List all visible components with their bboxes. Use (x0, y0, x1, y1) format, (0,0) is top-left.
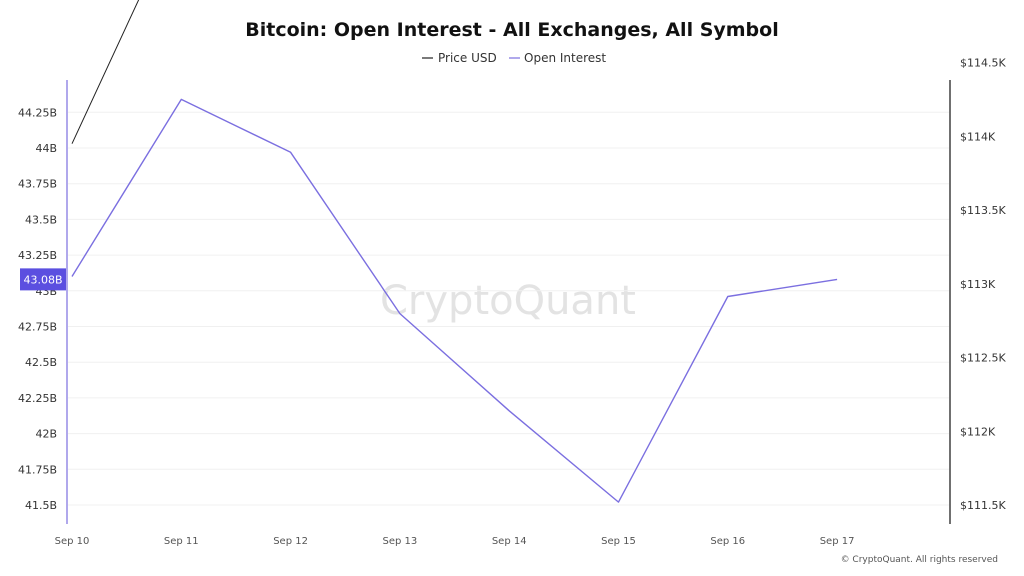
left-tick-label: 41.5B (25, 499, 57, 512)
legend-label-open-interest: Open Interest (524, 51, 606, 65)
open-interest-point[interactable] (289, 151, 291, 153)
x-tick-label: Sep 14 (492, 536, 527, 547)
right-axis-ticks: $111.5K $112K $112.5K $113K $113.5K $114K $114… (960, 57, 1006, 512)
x-tick-label: Sep 17 (820, 536, 855, 547)
left-current-value-badge (20, 268, 66, 291)
x-tick-label: Sep 10 (55, 536, 90, 547)
left-tick-label: 44.25B (18, 106, 57, 119)
left-tick-label: 42B (35, 428, 57, 441)
legend: Price USD Open Interest (422, 51, 606, 65)
open-interest-point[interactable] (836, 278, 838, 280)
right-tick-label: $113.5K (960, 204, 1006, 217)
left-tick-label: 42.5B (25, 356, 57, 369)
current-value-badges: 43.08B$117K (20, 268, 66, 291)
left-tick-label: 42.25B (18, 392, 57, 405)
price-point[interactable] (71, 143, 73, 145)
gridlines (68, 111, 949, 506)
right-tick-label: $112K (960, 425, 996, 438)
legend-item-price[interactable]: Price USD (422, 51, 497, 65)
left-tick-label: 41.75B (18, 463, 57, 476)
right-tick-label: $111.5K (960, 499, 1006, 512)
legend-label-price: Price USD (438, 51, 497, 65)
open-interest-point[interactable] (617, 501, 619, 503)
x-tick-label: Sep 11 (164, 536, 199, 547)
open-interest-point[interactable] (180, 98, 182, 100)
chart-title: Bitcoin: Open Interest - All Exchanges, … (245, 19, 778, 41)
left-tick-label: 43.75B (18, 178, 57, 191)
copyright-text: © CryptoQuant. All rights reserved (841, 555, 998, 565)
open-interest-point[interactable] (727, 295, 729, 297)
open-interest-point[interactable] (399, 312, 401, 314)
open-interest-point[interactable] (71, 275, 73, 277)
left-current-value-label: 43.08B (23, 273, 62, 286)
x-tick-label: Sep 16 (710, 536, 745, 547)
right-tick-label: $114.5K (960, 57, 1006, 70)
x-tick-label: Sep 15 (601, 536, 636, 547)
legend-item-open-interest[interactable]: Open Interest (509, 51, 606, 65)
series-lines (71, 0, 838, 503)
watermark: CryptoQuant (380, 278, 636, 324)
left-tick-label: 44B (35, 142, 57, 155)
right-tick-label: $112.5K (960, 352, 1006, 365)
x-axis-ticks: Sep 10 Sep 11 Sep 12 Sep 13 Sep 14 Sep 15 Sep … (55, 536, 855, 547)
x-tick-label: Sep 12 (273, 536, 308, 547)
x-tick-label: Sep 13 (383, 536, 418, 547)
left-tick-label: 42.75B (18, 321, 57, 334)
left-tick-label: 43.5B (25, 213, 57, 226)
right-tick-label: $113K (960, 278, 996, 291)
open-interest-point[interactable] (508, 410, 510, 412)
open-interest-line (71, 98, 838, 503)
left-axis-ticks: 41.5B41.75B42B42.25B42.5B42.75B43B43.25B… (18, 106, 57, 512)
right-tick-label: $114K (960, 130, 996, 143)
left-tick-label: 43.25B (18, 249, 57, 262)
